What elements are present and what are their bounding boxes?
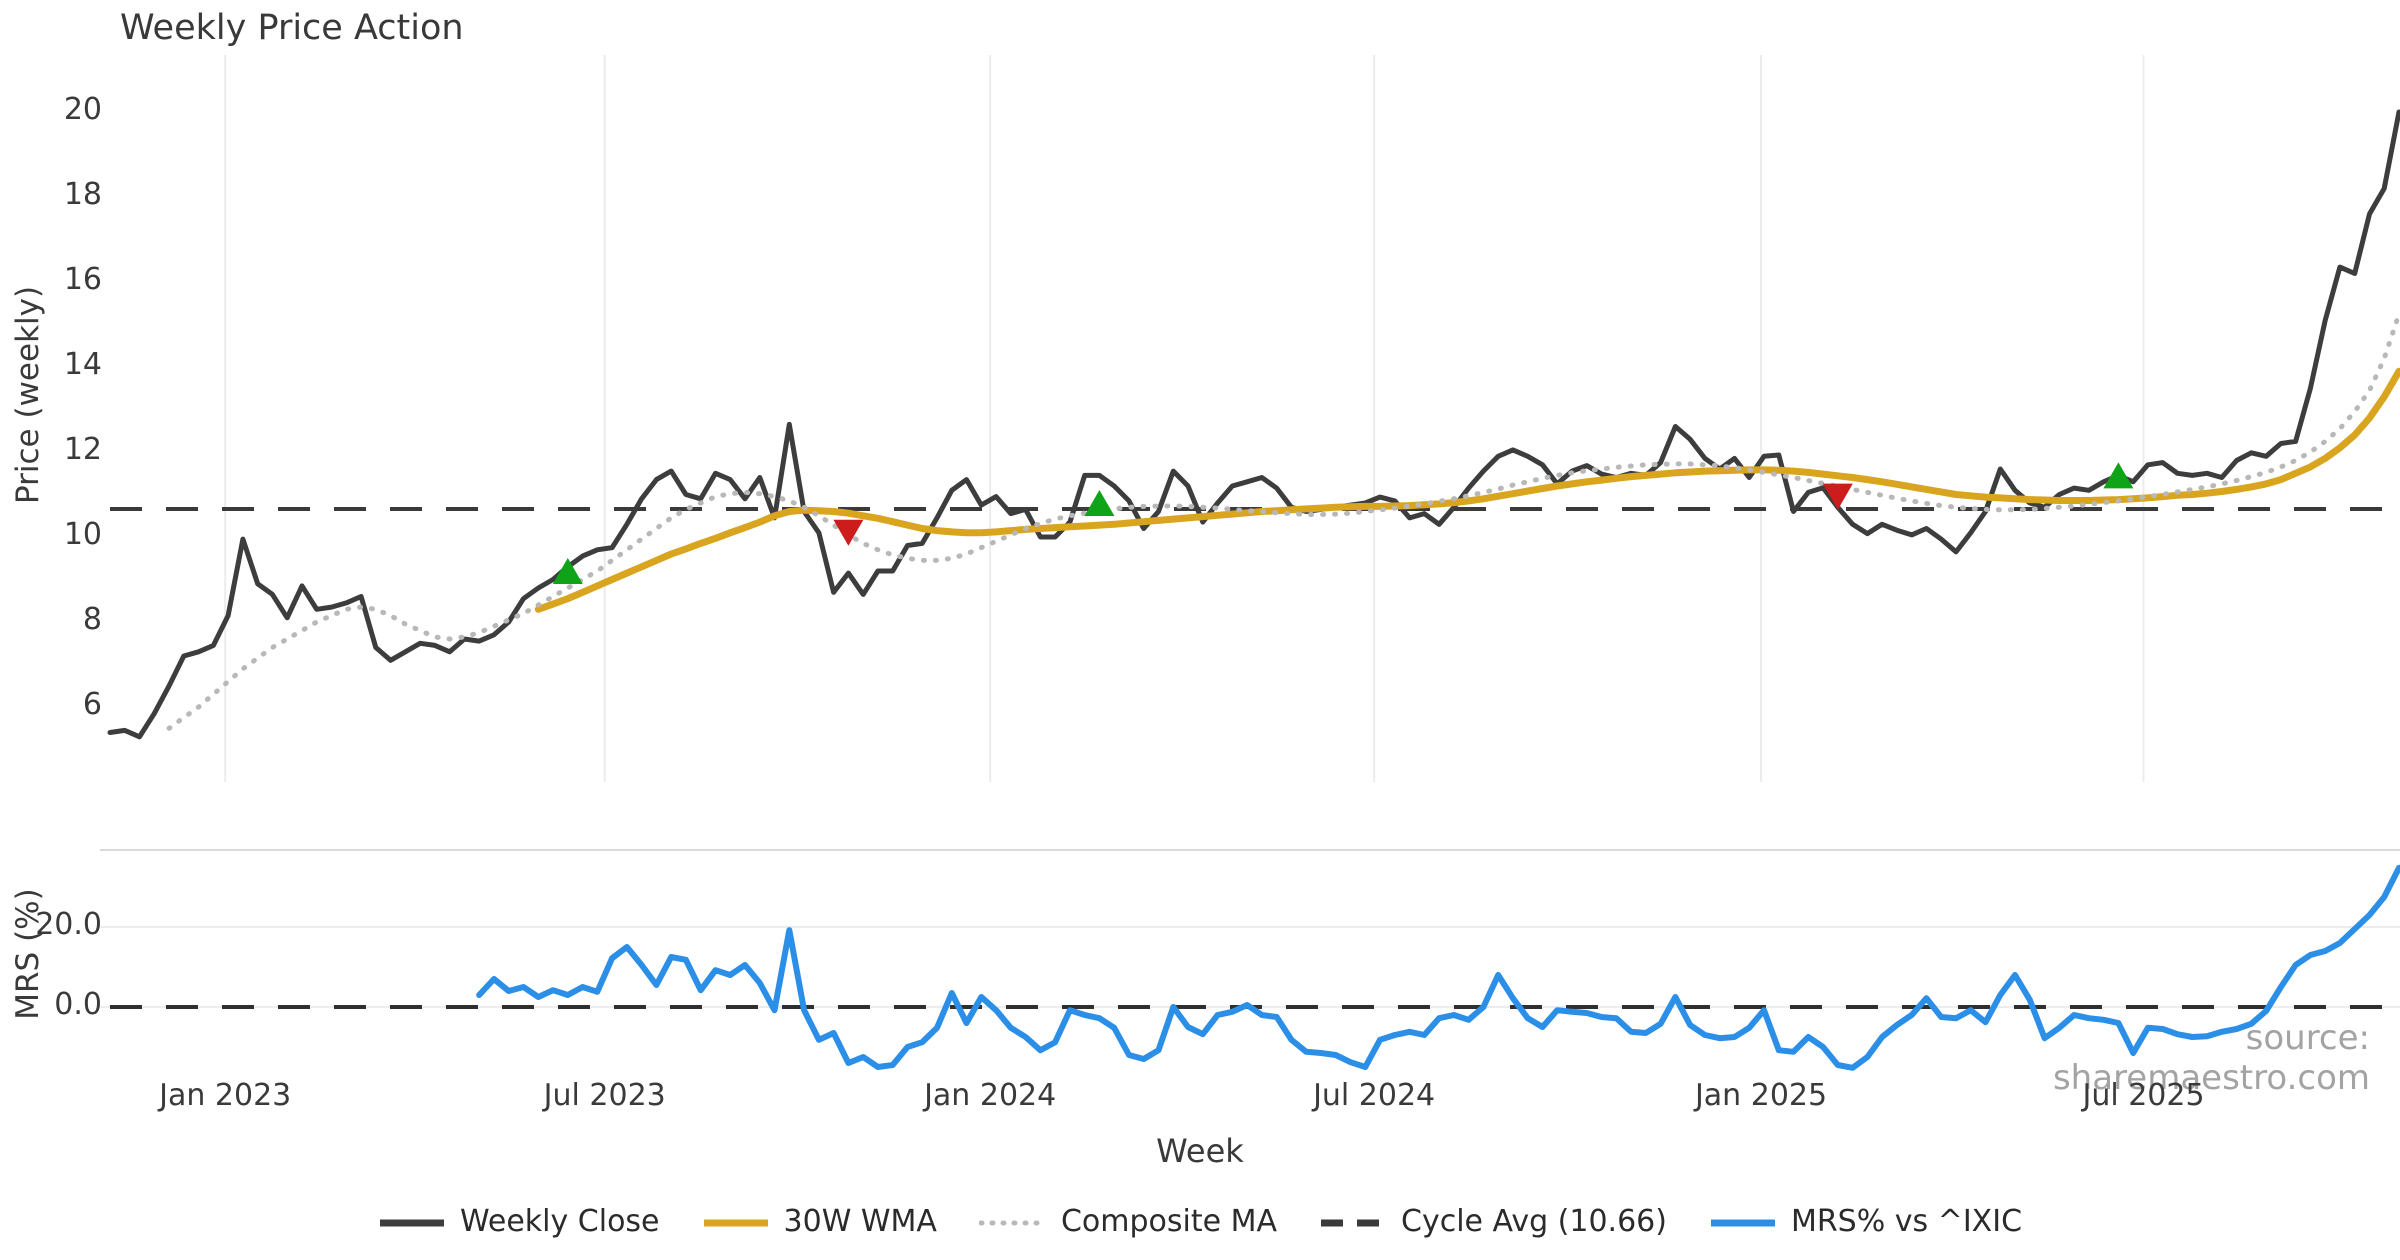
sell-signal-marker	[1822, 483, 1853, 510]
price-tick-label: 18	[63, 177, 102, 212]
x-tick-label: Jul 2023	[543, 1078, 666, 1113]
x-axis-label: Week	[1156, 1132, 1244, 1170]
legend-label: Composite MA	[1060, 1204, 1278, 1239]
price-tick-label: 16	[63, 262, 102, 297]
legend-swatch-solid	[1709, 1218, 1777, 1226]
legend-item-mrs-vs-ixic: MRS% vs ^IXIC	[1709, 1204, 2022, 1239]
x-tick-label: Jan 2024	[924, 1078, 1057, 1113]
price-tick-label: 12	[63, 432, 102, 467]
price-tick-label: 20	[63, 92, 102, 127]
price-tick-label: 6	[82, 687, 102, 722]
legend-label: MRS% vs ^IXIC	[1790, 1204, 2023, 1239]
x-tick-label: Jan 2023	[159, 1078, 292, 1113]
price-tick-label: 10	[63, 517, 102, 552]
source-watermark: source: sharemaestro.com	[2052, 1018, 2370, 1098]
legend-swatch-solid	[378, 1218, 446, 1226]
series-30w-wma	[534, 367, 2400, 613]
x-tick-label: Jan 2025	[1694, 1078, 1828, 1113]
legend-swatch-dotted	[978, 1218, 1047, 1226]
buy-signal-marker	[2103, 462, 2134, 489]
series-composite-ma	[166, 311, 2400, 731]
legend-item-30w-wma: 30W WMA	[702, 1204, 937, 1239]
price-tick-label: 14	[63, 347, 102, 382]
legend-swatch-solid	[702, 1218, 770, 1226]
legend-item-weekly-close: Weekly Close	[378, 1204, 660, 1239]
sell-signal-marker	[833, 519, 864, 546]
x-tick-label: Jul 2024	[1313, 1078, 1436, 1113]
legend-swatch-dashed	[1319, 1218, 1387, 1226]
buy-signal-marker	[552, 558, 583, 584]
legend-label: Cycle Avg (10.66)	[1401, 1204, 1667, 1239]
series-weekly-close	[107, 109, 2400, 740]
price-tick-label: 8	[82, 602, 102, 637]
mrs-tick-label: 20.0	[35, 907, 102, 942]
x-tick-label: Jul 2025	[2082, 1078, 2205, 1113]
mrs-tick-label: 0.0	[54, 987, 102, 1022]
legend-label: Weekly Close	[459, 1204, 660, 1239]
buy-signal-marker	[1084, 490, 1115, 516]
chart-legend: Weekly Close 30W WMA Composite MA Cycle Avg…	[0, 1204, 2400, 1239]
series-mrs-vs-ixic	[476, 864, 2400, 1071]
legend-label: 30W WMA	[783, 1204, 937, 1239]
chart-title: Weekly Price Action	[120, 8, 464, 48]
legend-item-composite-ma: Composite MA	[978, 1204, 1278, 1239]
legend-item-cycle-avg-10-66-: Cycle Avg (10.66)	[1319, 1204, 1667, 1239]
